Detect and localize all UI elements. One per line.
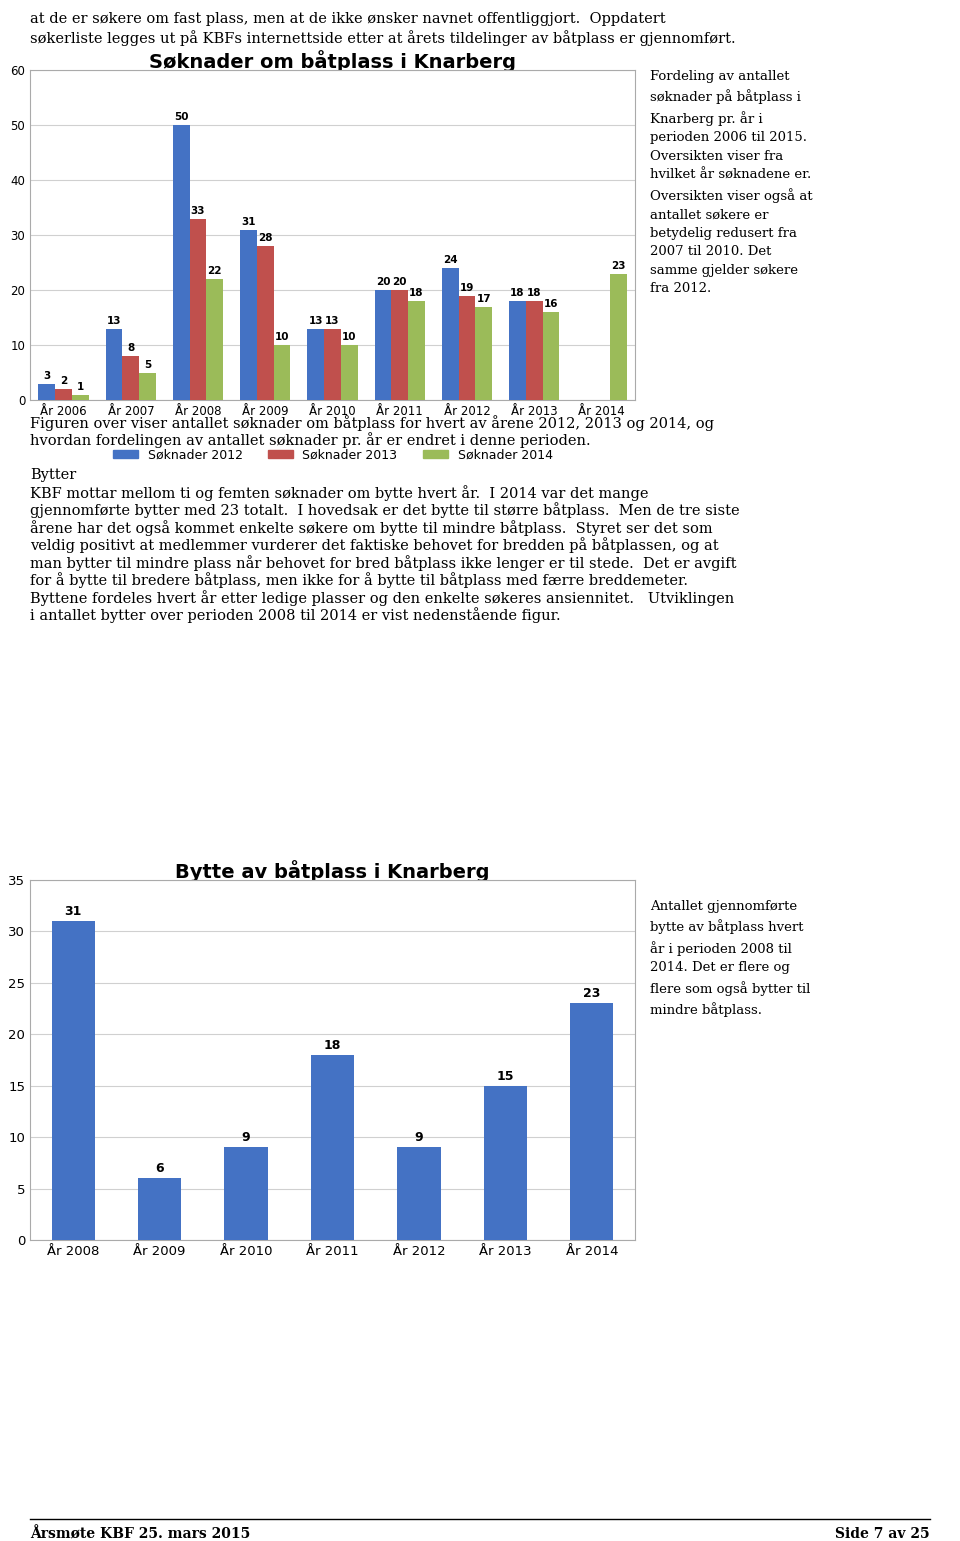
Text: Utviklingen over tid - status 2012, 13 og 14: Utviklingen over tid - status 2012, 13 o…	[152, 76, 513, 89]
Bar	[311, 1056, 354, 1241]
Text: 19: 19	[460, 282, 474, 293]
Text: 8: 8	[128, 344, 134, 353]
Bar	[38, 384, 56, 401]
Text: 1: 1	[77, 382, 84, 391]
Text: 17: 17	[476, 294, 492, 304]
Text: Årsmøte KBF 25. mars 2015: Årsmøte KBF 25. mars 2015	[30, 1527, 251, 1541]
Text: Søknader om båtplass i Knarberg: Søknader om båtplass i Knarberg	[149, 49, 516, 72]
Bar	[570, 1003, 613, 1241]
Text: 24: 24	[443, 256, 458, 265]
Bar	[392, 290, 408, 401]
Text: 31: 31	[64, 905, 82, 918]
Bar	[123, 356, 139, 401]
Text: 2: 2	[60, 376, 67, 387]
Bar	[225, 1148, 268, 1241]
Text: 50: 50	[174, 112, 188, 122]
Text: 10: 10	[275, 333, 289, 342]
Bar	[274, 345, 291, 401]
Bar	[374, 290, 392, 401]
Text: Figuren over viser antallet søknader om båtplass for hvert av årene 2012, 2013 o: Figuren over viser antallet søknader om …	[30, 415, 714, 431]
Text: 6: 6	[156, 1162, 164, 1176]
Text: 13: 13	[325, 316, 340, 325]
Text: Bytte av båtplass i Knarberg: Bytte av båtplass i Knarberg	[176, 860, 490, 881]
Bar	[52, 922, 95, 1241]
Text: 33: 33	[191, 206, 205, 216]
Text: 22: 22	[207, 267, 222, 276]
Text: KBF mottar mellom ti og femten søknader om bytte hvert år.  I 2014 var det mange: KBF mottar mellom ti og femten søknader …	[30, 485, 649, 501]
Text: 28: 28	[258, 233, 273, 243]
Bar	[206, 279, 224, 401]
Bar	[542, 311, 560, 401]
Text: 13: 13	[308, 316, 323, 325]
Bar	[509, 300, 526, 401]
Bar	[408, 300, 425, 401]
Bar	[240, 230, 257, 401]
Bar	[173, 125, 190, 401]
Text: 10: 10	[342, 333, 356, 342]
Text: 20: 20	[375, 277, 390, 287]
Legend: Søknader 2012, Søknader 2013, Søknader 2014: Søknader 2012, Søknader 2013, Søknader 2…	[108, 444, 558, 467]
Bar	[307, 328, 324, 401]
Bar	[442, 268, 459, 401]
Text: 9: 9	[415, 1131, 423, 1145]
Bar	[56, 388, 72, 401]
Text: årene har det også kommet enkelte søkere om bytte til mindre båtplass.  Styret s: årene har det også kommet enkelte søkere…	[30, 519, 712, 536]
Text: Bytter: Bytter	[30, 467, 76, 481]
Text: hvordan fordelingen av antallet søknader pr. år er endret i denne perioden.: hvordan fordelingen av antallet søknader…	[30, 433, 590, 448]
Bar	[106, 328, 123, 401]
Bar	[72, 394, 89, 401]
Text: 23: 23	[583, 988, 600, 1000]
Text: 5: 5	[144, 359, 152, 370]
Text: 18: 18	[324, 1039, 341, 1053]
Bar	[324, 328, 341, 401]
Bar	[475, 307, 492, 401]
Text: 20: 20	[393, 277, 407, 287]
Bar	[610, 273, 627, 401]
Text: at de er søkere om fast plass, men at de ikke ønsker navnet offentliggjort.  Opp: at de er søkere om fast plass, men at de…	[30, 12, 665, 26]
Text: Fordeling av antallet
søknader på båtplass i
Knarberg pr. år i
perioden 2006 til: Fordeling av antallet søknader på båtpla…	[650, 69, 812, 296]
Bar	[526, 300, 542, 401]
Text: 31: 31	[241, 217, 255, 227]
Bar	[139, 373, 156, 401]
Text: 18: 18	[409, 288, 423, 299]
Text: 13: 13	[107, 316, 121, 325]
Text: 18: 18	[527, 288, 541, 299]
Text: 23: 23	[611, 260, 626, 271]
Text: 9: 9	[242, 1131, 251, 1145]
Text: Byttene fordeles hvert år etter ledige plasser og den enkelte søkeres ansiennite: Byttene fordeles hvert år etter ledige p…	[30, 590, 734, 606]
Text: i antallet bytter over perioden 2008 til 2014 er vist nedenstående figur.: i antallet bytter over perioden 2008 til…	[30, 607, 561, 624]
Text: Side 7 av 25: Side 7 av 25	[835, 1527, 930, 1541]
Bar	[138, 1179, 181, 1241]
Bar	[341, 345, 358, 401]
Text: man bytter til mindre plass når behovet for bred båtplass ikke lenger er til ste: man bytter til mindre plass når behovet …	[30, 555, 736, 570]
Text: Antallet gjennomførte
bytte av båtplass hvert
år i perioden 2008 til
2014. Det e: Antallet gjennomførte bytte av båtplass …	[650, 900, 810, 1017]
Bar	[459, 296, 475, 401]
Text: veldig positivt at medlemmer vurderer det faktiske behovet for bredden på båtpla: veldig positivt at medlemmer vurderer de…	[30, 538, 719, 553]
Bar	[397, 1148, 441, 1241]
Bar	[484, 1086, 527, 1241]
Bar	[257, 247, 274, 401]
Text: gjennomførte bytter med 23 totalt.  I hovedsak er det bytte til større båtplass.: gjennomførte bytter med 23 totalt. I hov…	[30, 502, 739, 518]
Bar	[190, 219, 206, 401]
Text: søkerliste legges ut på KBFs internettside etter at årets tildelinger av båtplas: søkerliste legges ut på KBFs internettsi…	[30, 29, 735, 46]
Text: 18: 18	[510, 288, 524, 299]
Text: 3: 3	[43, 371, 51, 381]
Text: for å bytte til bredere båtplass, men ikke for å bytte til båtplass med færre br: for å bytte til bredere båtplass, men ik…	[30, 573, 688, 589]
Text: 16: 16	[543, 299, 558, 310]
Text: 15: 15	[496, 1069, 515, 1083]
